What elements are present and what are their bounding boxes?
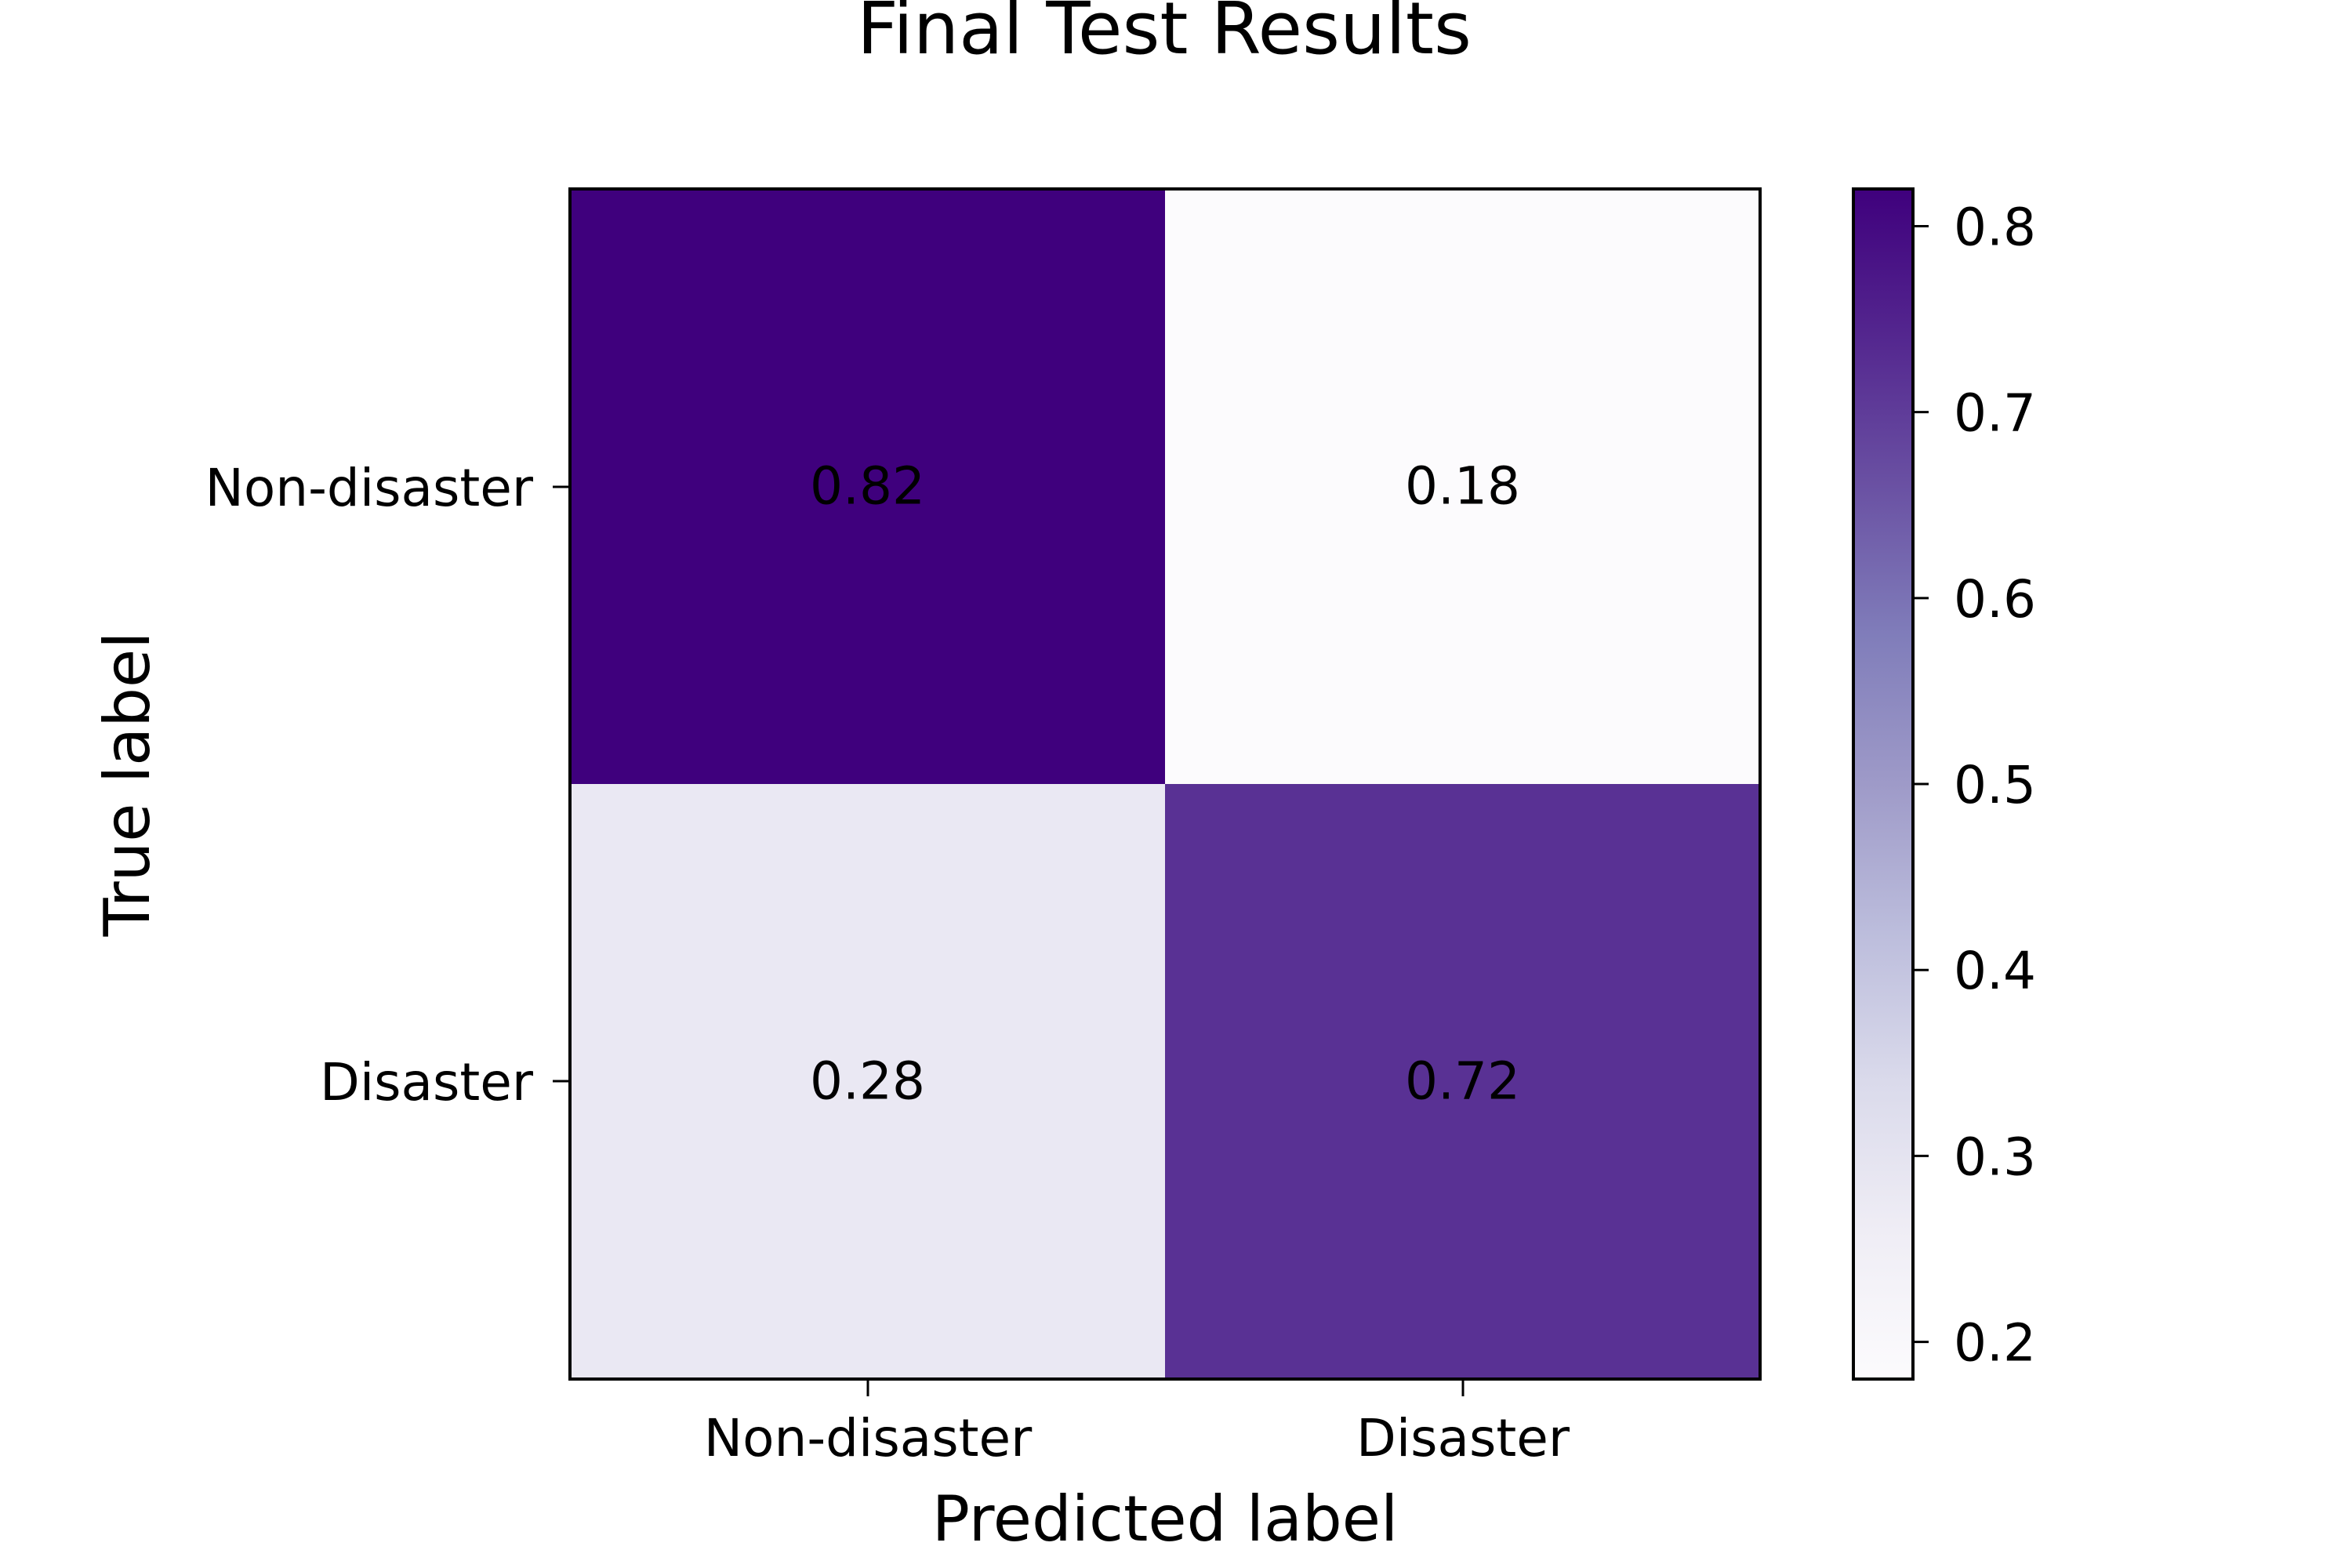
- x-axis: Non-disaster Disaster Predicted label: [704, 1379, 1570, 1555]
- cell-value-label: 0.82: [810, 456, 925, 517]
- y-axis: Non-disaster Disaster True label: [91, 458, 570, 1112]
- y-tick-label: Non-disaster: [205, 458, 534, 518]
- colorbar-tick-label: 0.3: [1954, 1127, 2036, 1187]
- colorbar-tick-label: 0.4: [1954, 941, 2036, 1001]
- x-tick-label: Disaster: [1356, 1408, 1570, 1468]
- colorbar-tick-label: 0.5: [1954, 755, 2036, 815]
- y-axis-label: True label: [91, 632, 164, 938]
- cell-value-label: 0.18: [1405, 456, 1520, 517]
- x-tick-label: Non-disaster: [704, 1408, 1033, 1468]
- colorbar-ticks: [1913, 224, 1929, 1344]
- cell-value-label: 0.72: [1405, 1051, 1520, 1112]
- cell-value-labels: 0.82 0.18 0.28 0.72: [810, 456, 1520, 1112]
- cell-non-disaster-disaster: [1165, 189, 1760, 784]
- cell-disaster-disaster: [1165, 784, 1760, 1379]
- colorbar-tick-label: 0.8: [1954, 197, 2036, 257]
- colorbar-gradient: [1852, 187, 1915, 1381]
- colorbar-labels: 0.2 0.3 0.4 0.5 0.6 0.7 0.8: [1954, 197, 2036, 1373]
- plot-frame: [568, 187, 1762, 1381]
- colorbar-tick-label: 0.6: [1954, 569, 2036, 630]
- colorbar-tick-label: 0.7: [1954, 383, 2036, 444]
- cell-value-label: 0.28: [810, 1051, 925, 1112]
- y-tick-label: Disaster: [320, 1052, 534, 1112]
- colorbar-tick-label: 0.2: [1954, 1313, 2036, 1374]
- cell-disaster-non-disaster: [570, 784, 1165, 1379]
- x-axis-label: Predicted label: [932, 1483, 1398, 1555]
- heatmap-cells: [570, 189, 1760, 1379]
- cell-non-disaster-non-disaster: [570, 189, 1165, 784]
- colorbar: 0.2 0.3 0.4 0.5 0.6 0.7 0.8: [1852, 187, 2036, 1381]
- chart-title: Final Test Results: [857, 0, 1472, 71]
